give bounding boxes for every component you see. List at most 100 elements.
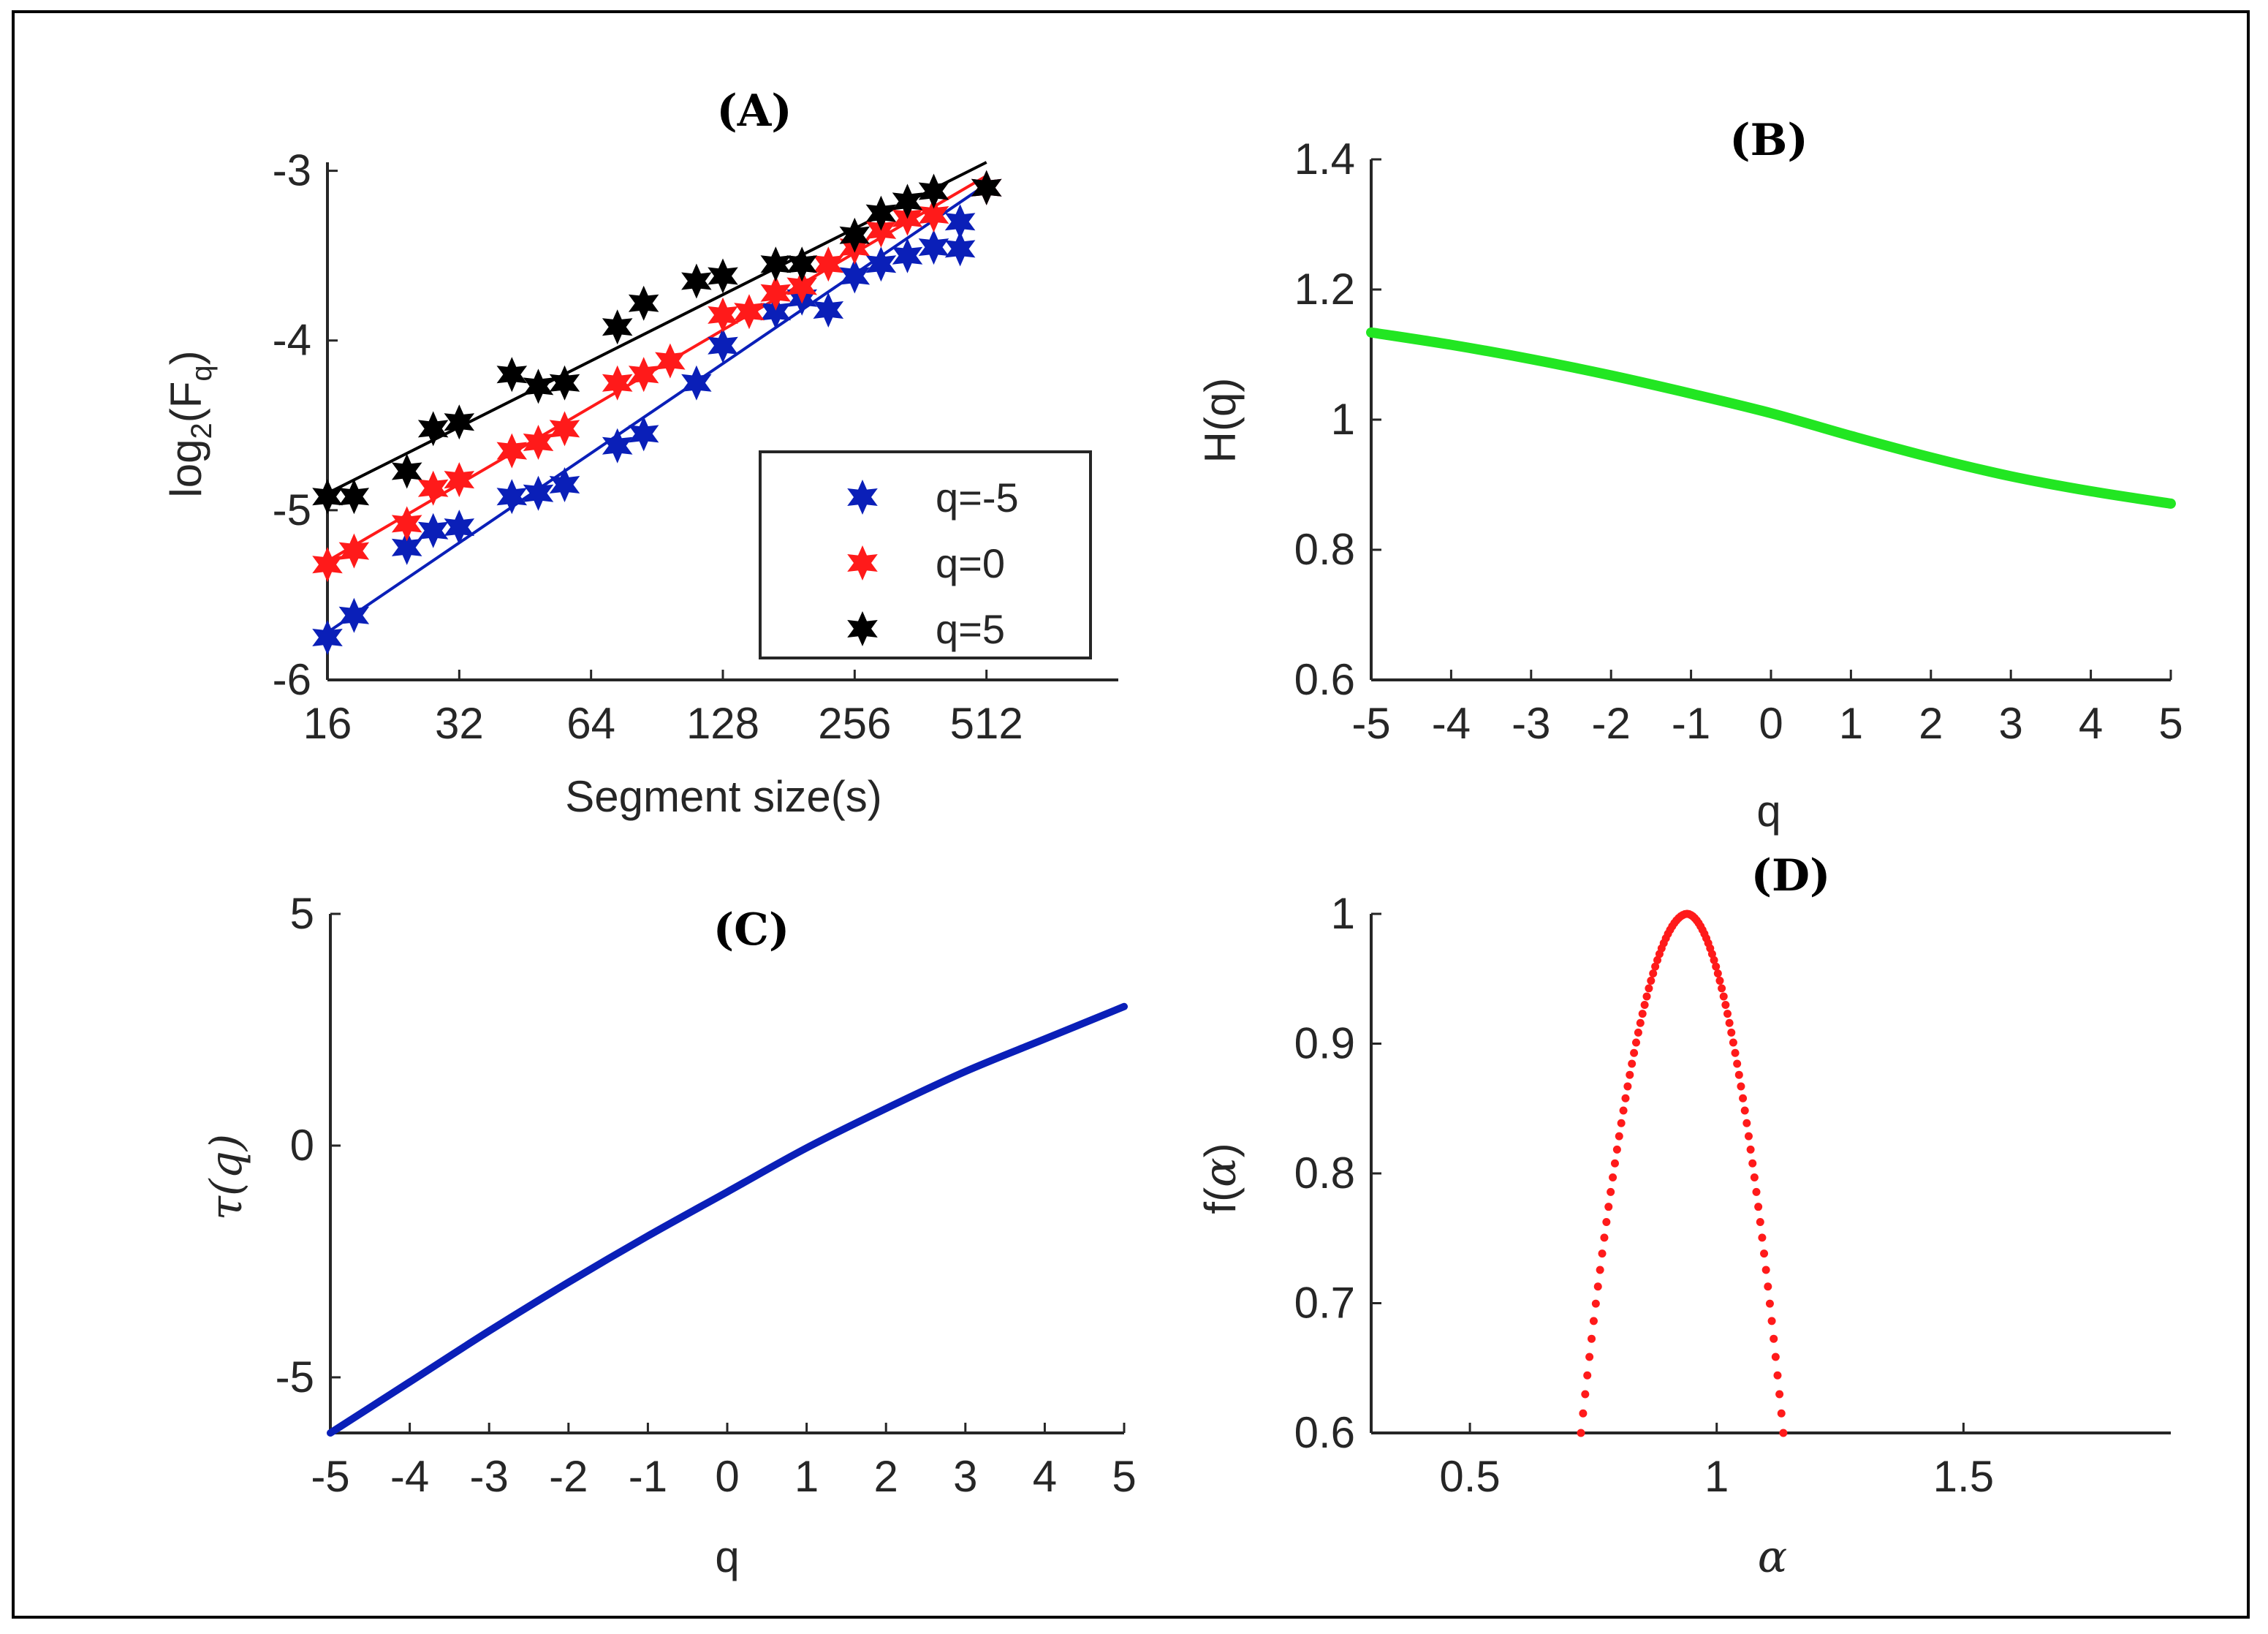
spectrum-point [1727,1028,1736,1037]
spectrum-point [1770,1334,1778,1343]
y-tick-label: 0.8 [1294,525,1355,574]
data-point [444,404,475,440]
panel-d-x-axis-label: α [1758,1532,1788,1583]
legend-marker [847,480,878,515]
panel-c-tau: (C) -5 0 5 -5 -4 -3 -2 -1 0 1 2 3 4 5 q τ(q) [201,889,1137,1581]
spectrum-point [1771,1353,1780,1361]
y-tick-label: 1 [1331,889,1355,938]
data-point [655,343,686,379]
spectrum-point [1710,956,1718,964]
legend-box [759,450,1092,659]
panel-c-x-axis-label: q [715,1532,739,1581]
legend-entry: q=-5 [936,474,1019,521]
data-point [865,195,897,231]
data-point [681,365,712,401]
spectrum-point [1740,1106,1749,1115]
spectrum-point [1746,1145,1755,1154]
spectrum-point [1602,1218,1611,1227]
data-point [918,197,949,232]
x-tick-label: 4 [1033,1452,1057,1501]
spectrum-point [1713,969,1722,977]
x-tick-label: 1.5 [1933,1452,1994,1501]
data-point [496,357,528,393]
data-point [391,529,422,565]
spectrum-point [1761,1266,1770,1274]
data-point [523,475,554,511]
data-point [602,428,633,464]
spectrum-point [1634,1028,1642,1037]
y-tick-label: -5 [273,485,311,534]
spectrum-point [1642,992,1651,1001]
figure-frame [12,10,2250,1619]
data-point [338,479,370,515]
x-tick-label: -2 [549,1452,588,1501]
spectrum-point [1718,984,1726,993]
y-tick-label: -3 [273,146,311,195]
data-point [944,231,976,267]
y-tick-label: -5 [276,1353,314,1402]
x-tick-label: 3 [1999,699,2023,748]
data-point [628,357,659,393]
x-tick-label: -2 [1592,699,1631,748]
x-tick-label: 1 [1839,699,1863,748]
data-point [708,297,738,333]
data-point [523,368,554,404]
data-point [496,433,528,469]
data-point [892,184,923,219]
x-tick-label: 16 [303,699,352,748]
legend-marker [847,611,878,646]
spectrum-point [1775,1390,1784,1399]
data-point [865,246,897,282]
data-point [892,238,923,273]
panel-a-legend: q=-5 q=0 q=5 [759,450,1092,659]
data-point [918,173,949,209]
spectrum-point [1604,1203,1613,1211]
spectrum-point [1591,1299,1600,1308]
spectrum-point [1655,950,1664,958]
panel-b-y-axis-label: H(q) [1196,378,1245,464]
spectrum-point [1760,1249,1769,1258]
spectrum-point [1598,1249,1607,1258]
data-point [786,268,817,304]
x-tick-label: 4 [2079,699,2103,748]
spectrum-point [1589,1317,1598,1325]
spectrum-point [1593,1282,1602,1291]
y-tick-label: 1.2 [1294,265,1355,314]
x-tick-label: 0 [715,1452,739,1501]
spectrum-point [1721,1001,1730,1010]
x-tick-label: -4 [1432,699,1471,748]
data-point [760,275,792,311]
spectrum-point [1621,1094,1630,1102]
panel-a-y-axis-label: log2(Fq) [162,350,218,497]
data-point [628,285,659,321]
panel-c-y-axis-label: τ(q) [201,1134,252,1220]
spectrum-point [1628,1059,1636,1068]
x-tick-label: 0 [1759,699,1783,748]
spectrum-point [1651,962,1660,971]
data-point [734,294,765,330]
spectrum-point [1715,976,1724,985]
x-tick-label: 2 [1919,699,1943,748]
y-tick-label: 0 [290,1121,314,1170]
spectrum-point [1596,1266,1604,1274]
panel-a-title: (A) [716,86,792,137]
data-point [312,547,343,583]
spectrum-point [1600,1233,1609,1242]
spectrum-point [1712,962,1721,971]
legend-marker [847,545,878,580]
legend-entry: q=0 [936,540,1005,586]
data-point [312,479,343,515]
spectrum-point [1729,1038,1737,1047]
spectrum-point [1610,1159,1619,1168]
data-point [760,294,792,330]
x-tick-label: 32 [435,699,484,748]
legend-entry: q=5 [936,606,1005,652]
data-point [523,425,554,460]
spectrum-point [1733,1059,1742,1068]
spectrum-point [1723,1010,1732,1018]
spectrum-point [1630,1048,1639,1057]
x-tick-label: 5 [2158,699,2182,748]
data-point [496,479,528,515]
panel-a-log-fluctuation: (A) -6 -5 -4 -3 16 32 64 128 256 512 Segment siz… [162,86,1118,821]
